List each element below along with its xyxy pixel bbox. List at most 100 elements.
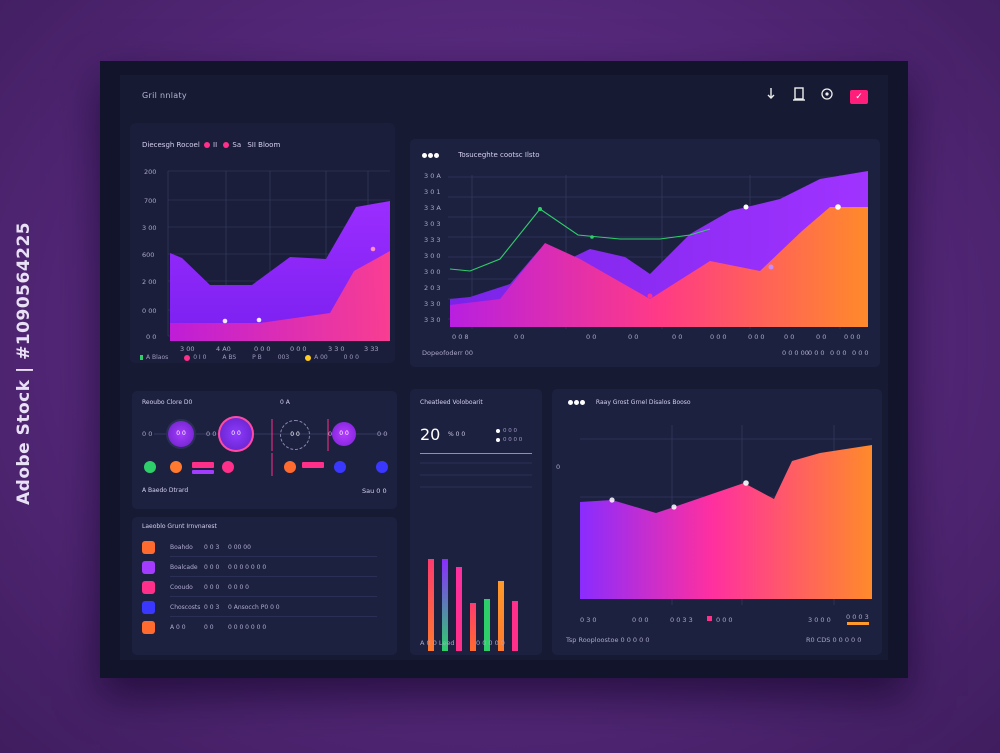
y-tick: 2 0 3	[424, 284, 441, 292]
tag: II	[213, 141, 218, 149]
x-axis-ticks: 0 0 8 0 0 0 0 0 0 0 0 0 0 0 0 0 0 0 0 0 …	[452, 333, 861, 341]
panel-footer-value: 0 0 0	[808, 349, 825, 357]
y-tick: 0 00	[142, 307, 156, 315]
x-tick: 0 0	[586, 333, 596, 341]
list-item[interactable]: Boalcade 0 0 0 0 0 0 0 0 0 0	[142, 559, 377, 577]
legend-label: 0 0 0 0	[503, 437, 523, 443]
refresh-icon[interactable]	[818, 87, 836, 105]
x-tick: 3 33	[364, 345, 378, 353]
x-tick: 0 0 0	[710, 333, 727, 341]
tag: SII Bloom	[247, 141, 281, 149]
panel-header: Raay Grost Grnel Disalos Booso	[568, 399, 691, 406]
legend-label: 0 I 0	[193, 354, 207, 361]
list-item-code: 0 0 3	[204, 604, 220, 611]
legend-marker	[847, 622, 869, 625]
metric-circle[interactable]: 0 0	[332, 422, 356, 446]
legend-dot	[223, 142, 230, 148]
x-axis-ticks: 3 00 4 A0 0 0 0 0 0 0 3 3 0 3 33	[180, 345, 378, 353]
x-tick: 3 0 0 0	[808, 616, 831, 624]
x-tick: 0 0	[514, 333, 524, 341]
chart-panel-left: Diecesgh Rocoel II Sa SII Bloom	[130, 123, 395, 363]
list-item[interactable]: Cooudo 0 0 0 0 0 0 0	[142, 579, 377, 597]
y-tick: 3 3 3	[424, 236, 441, 244]
data-point	[647, 293, 653, 299]
list-item-icon	[142, 561, 155, 574]
metric-circle[interactable]: 0 0	[168, 421, 194, 447]
list-item-name: A 0 0	[170, 624, 186, 631]
panel-title: Tosuceghte cootsc Ilsto	[458, 151, 540, 159]
panel-title-right: 0 A	[280, 399, 290, 406]
list-item-code: 0 0 0	[204, 564, 220, 571]
legend-marker	[140, 355, 143, 360]
divider	[170, 616, 377, 617]
node-label: 0 0	[142, 430, 152, 438]
download-icon[interactable]	[762, 87, 780, 105]
data-point	[743, 480, 749, 486]
bar	[428, 559, 434, 651]
top-bar: Gril nnlaty ✓	[120, 75, 888, 117]
list-item-icon	[142, 541, 155, 554]
area-chart-left: 200 700 3 00 600 2 00 0 00 0 0 3 00 4 A0…	[142, 168, 390, 353]
list-item-code: 0 0 3	[204, 544, 220, 551]
x-tick: 0 0 0	[844, 333, 861, 341]
bullet-icon	[568, 400, 573, 405]
data-point	[538, 207, 542, 211]
legend-marker	[496, 428, 500, 433]
y-tick: 2 00	[142, 278, 156, 286]
panel-title-tags: II Sa SII Bloom	[204, 141, 280, 149]
legend-label: 003	[277, 354, 290, 361]
threshold-line	[420, 453, 532, 454]
progress-chip	[192, 462, 214, 468]
bullet-icon	[428, 152, 433, 158]
panel-footer-left: A Baedo Dtrard	[142, 487, 189, 494]
x-tick: 0 0	[816, 333, 826, 341]
node-label: 0 0	[377, 430, 387, 438]
list-item[interactable]: A 0 0 0 0 0 0 0 0 0 0 0	[142, 619, 377, 637]
panel-footer-left: Dopeofoderr 00	[422, 349, 473, 357]
panel-footer-value: 0 0 0	[852, 349, 869, 357]
list-item[interactable]: Boahdo 0 0 3 0 00 00	[142, 539, 377, 557]
metric-circle-main[interactable]: 0 0	[218, 416, 254, 452]
x-tick: 0 0	[672, 333, 682, 341]
bar	[498, 581, 504, 651]
monitor-frame: Gril nnlaty ✓ Diecesgh Rocoel II Sa SII …	[100, 61, 908, 678]
clipboard-icon[interactable]	[790, 87, 808, 105]
legend-label: A 00	[314, 354, 328, 361]
list-item[interactable]: Choscosts 0 0 3 0 Ansocch P0 0 0	[142, 599, 377, 617]
app-title: Gril nnlaty	[142, 91, 187, 100]
status-icon-green	[144, 461, 156, 473]
x-tick: 0 0 0	[632, 616, 649, 624]
status-icon-orange	[170, 461, 182, 473]
area-chart-panel-bottom: Raay Grost Grnel Disalos Booso 0	[552, 389, 882, 655]
dashboard-screen: Gril nnlaty ✓ Diecesgh Rocoel II Sa SII …	[120, 75, 888, 660]
x-tick: 4 A0	[216, 345, 231, 353]
list-item-value: 0 0 0 0	[228, 584, 249, 591]
y-tick: 3 0 0	[424, 268, 441, 276]
y-tick: 3 3 A	[424, 204, 441, 212]
chart-panel-right: Tosuceghte cootsc Ilsto	[410, 139, 880, 367]
x-tick: 0 0	[784, 333, 794, 341]
x-axis-ticks: 0 3 0 0 0 0 0 0 3 3 0 0 0 3 0 0 0 0 0 0 …	[580, 613, 869, 624]
legend-marker	[184, 354, 191, 361]
metrics-circles-panel: Reoubo Clore D0 0 A 0 0 0 0 0 0 0 0 0 0 …	[132, 391, 397, 509]
list-item-icon	[142, 601, 155, 614]
list-item-code: 0 0	[204, 624, 214, 631]
panel-title: Cheatleed Voloboarit	[420, 399, 483, 406]
check-icon[interactable]: ✓	[850, 90, 868, 104]
status-icon-orange	[284, 461, 296, 473]
y-tick: 200	[144, 168, 156, 176]
legend-marker	[496, 437, 500, 442]
y-tick: 700	[144, 197, 156, 205]
divider	[170, 576, 377, 577]
x-tick: 0 3 0	[580, 616, 597, 624]
panel-footer-left: A 0 0 Leed	[420, 639, 455, 647]
divider	[170, 556, 377, 557]
panel-title: Laeoblo Grunt Irnvnarest	[142, 523, 217, 530]
x-tick: 3 00	[180, 345, 194, 353]
data-point	[609, 497, 615, 503]
legend-dot	[204, 142, 210, 148]
x-tick: 0 0 0	[290, 345, 307, 353]
y-axis-marker: 0	[556, 463, 560, 471]
metric-circle-outline[interactable]: 0 0	[280, 420, 310, 450]
panel-title: Reoubo Clore D0	[142, 399, 193, 406]
